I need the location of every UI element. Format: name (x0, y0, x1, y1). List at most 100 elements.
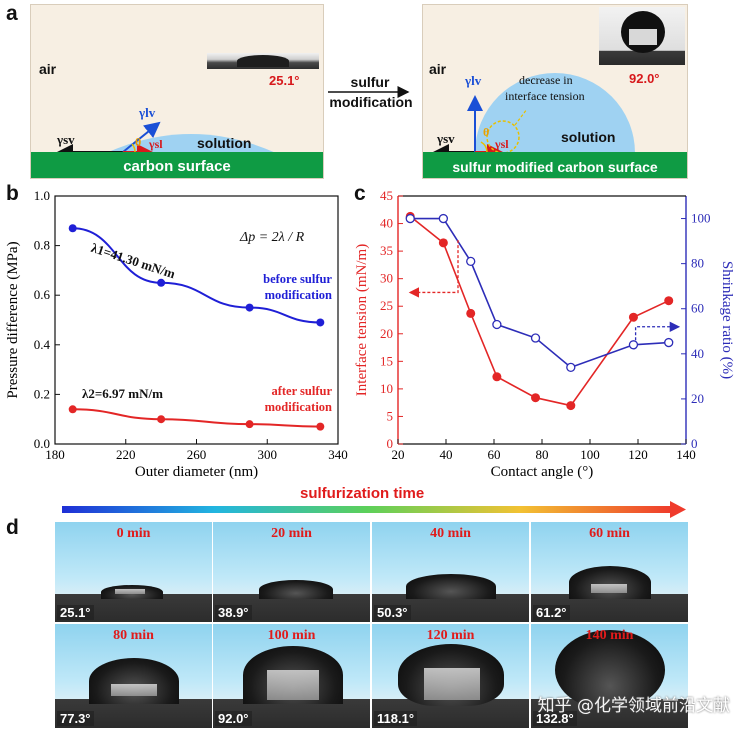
data-point (466, 256, 476, 267)
data-point (316, 318, 325, 327)
droplet (398, 644, 504, 706)
y-left-tick-label: 0 (387, 436, 394, 451)
lambda2-label: λ2=6.97 mN/m (82, 386, 163, 401)
data-point (245, 303, 254, 312)
data-point (492, 372, 502, 382)
x-tick-label: 40 (440, 447, 453, 462)
series-line-1 (410, 217, 669, 369)
droplet-tile-120min: 120 min 118.1° (372, 624, 529, 728)
droplet (259, 580, 333, 599)
x-tick-label: 80 (536, 447, 549, 462)
tile-angle: 61.2° (533, 605, 570, 620)
y-right-tick-label: 0 (691, 436, 698, 451)
before-label-1: before sulfur (263, 272, 332, 286)
y-left-tick-label: 10 (380, 381, 393, 396)
time-arrow-head (670, 501, 686, 518)
y-left-axis-label: Interface tension (mN/m) (354, 244, 370, 396)
x-tick-label: 20 (392, 447, 405, 462)
droplet (569, 566, 651, 599)
x-tick-label: 340 (328, 447, 348, 462)
data-point (316, 422, 325, 431)
left-gamma-lv: γlv (139, 105, 156, 120)
left-surface-label: carbon surface (123, 158, 231, 175)
pressure-equation: Δp = 2λ / R (240, 230, 305, 245)
right-note-1: decrease in (519, 73, 573, 87)
tile-time: 40 min (430, 526, 471, 541)
data-point (492, 319, 502, 330)
left-green-surface (31, 152, 323, 178)
right-air-label: air (429, 61, 447, 77)
right-drop-photo (599, 7, 685, 65)
tile-angle: 118.1° (374, 711, 418, 726)
y-right-tick-label: 20 (691, 391, 704, 406)
y-left-tick-label: 5 (387, 408, 394, 423)
right-gamma-lv: γlv (465, 73, 482, 88)
left-drop-photo (207, 53, 319, 69)
right-gamma-sv: γsv (437, 131, 455, 146)
droplet-tile-80min: 80 min 77.3° (55, 624, 212, 728)
data-point (531, 393, 541, 403)
gamma-lv-arrow (122, 121, 161, 153)
data-point (628, 340, 639, 350)
tile-time: 140 min (585, 628, 634, 643)
left-theta: θ (135, 135, 142, 149)
y-tick-label: 0.0 (34, 436, 50, 451)
left-air-label: air (39, 61, 57, 77)
tile-angle: 77.3° (57, 711, 94, 726)
y-tick-label: 1.0 (34, 188, 50, 203)
y-tick-label: 0.8 (34, 238, 50, 253)
y-left-tick-label: 15 (380, 353, 393, 368)
panel-label-c: c (354, 182, 366, 205)
right-green-surface (423, 152, 687, 178)
droplet (243, 646, 343, 704)
data-point (566, 362, 576, 372)
droplet (89, 658, 179, 704)
droplet (101, 585, 163, 599)
series-line-0 (409, 215, 670, 407)
data-point (438, 238, 448, 248)
sulfur-arrow-label-1: sulfur (350, 74, 390, 90)
y-left-tick-label: 40 (380, 216, 393, 231)
x-axis-label: Outer diameter (nm) (135, 464, 258, 480)
y-tick-label: 0.6 (34, 287, 51, 302)
y-left-tick-label: 25 (380, 298, 393, 313)
after-label-2: modification (264, 400, 332, 414)
panel-label-d: d (6, 516, 19, 539)
data-point (68, 405, 77, 414)
data-point (664, 296, 674, 306)
droplet-tile-140min: 140 min 132.8° (531, 624, 688, 728)
x-tick-label: 60 (488, 447, 501, 462)
tile-angle: 25.1° (57, 605, 94, 620)
data-point (438, 213, 449, 224)
tile-angle: 132.8° (533, 711, 577, 726)
tile-angle: 92.0° (215, 711, 252, 726)
x-tick-label: 260 (187, 447, 207, 462)
tile-time: 80 min (113, 628, 154, 643)
data-point (628, 312, 638, 322)
droplet (406, 574, 496, 599)
droplet-tile-100min: 100 min 92.0° (213, 624, 370, 728)
sulfurization-time-title: sulfurization time (300, 485, 425, 502)
y-right-tick-label: 100 (691, 211, 711, 226)
left-gamma-sv: γsv (57, 132, 75, 147)
y-tick-label: 0.2 (34, 386, 50, 401)
droplet (555, 630, 665, 710)
right-theta: θ (483, 125, 490, 139)
right-solution-label: solution (561, 129, 616, 145)
tile-time: 60 min (589, 526, 630, 541)
right-angle-value: 92.0° (629, 71, 660, 86)
panel-a-right-schematic: sulfur modified carbon surface air 92.0°… (422, 4, 688, 179)
left-angle-value: 25.1° (269, 73, 300, 88)
y-right-tick-label: 60 (691, 301, 704, 316)
tile-angle: 50.3° (374, 605, 411, 620)
before-label-2: modification (264, 288, 332, 302)
right-surface-label: sulfur modified carbon surface (452, 159, 658, 175)
sulfur-arrow-label-2: modification (329, 94, 413, 110)
left-gamma-sl: γsl (149, 137, 163, 151)
droplet-tile-20min: 20 min 38.9° (213, 522, 370, 622)
data-point (68, 224, 77, 233)
data-point (245, 420, 254, 429)
right-note-2: interface tension (505, 89, 585, 103)
left-solution-label: solution (197, 135, 252, 151)
